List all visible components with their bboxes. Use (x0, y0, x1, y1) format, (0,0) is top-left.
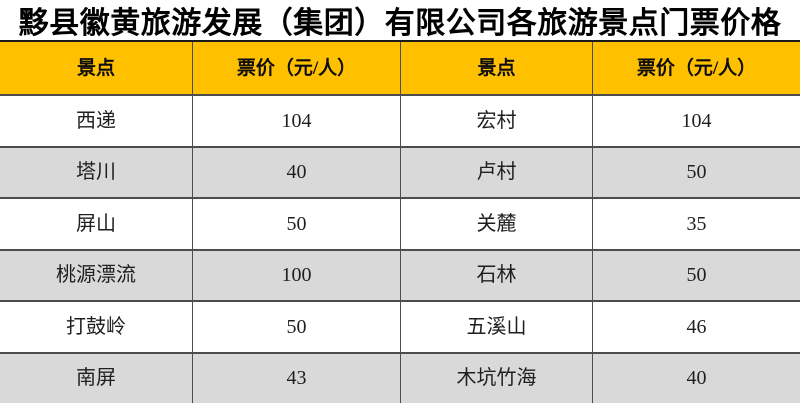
cell-spot: 木坑竹海 (400, 353, 592, 403)
cell-price: 35 (592, 199, 800, 249)
table-row: 屏山 50 关麓 35 (0, 197, 800, 249)
table-row: 南屏 43 木坑竹海 40 (0, 351, 800, 403)
cell-price: 43 (192, 353, 400, 403)
cell-price: 40 (192, 147, 400, 197)
cell-spot: 桃源漂流 (56, 264, 136, 287)
column-header-spot-left: 景点 (76, 57, 115, 79)
cell-price: 50 (192, 302, 400, 352)
cell-price: 50 (592, 250, 800, 300)
cell-spot: 卢村 (400, 147, 592, 197)
column-header-spot-right: 景点 (400, 42, 592, 94)
table-row: 桃源漂流 100 石林 50 (0, 248, 800, 300)
cell-price: 46 (592, 302, 800, 352)
cell-price: 40 (592, 353, 800, 403)
column-header-price-left: 票价（元/人） (192, 42, 400, 94)
table-row: 塔川 40 卢村 50 (0, 145, 800, 197)
cell-spot: 五溪山 (400, 302, 592, 352)
cell-price: 104 (592, 96, 800, 146)
cell-spot: 宏村 (400, 96, 592, 146)
cell-price: 50 (192, 199, 400, 249)
cell-spot: 屏山 (76, 212, 116, 235)
cell-spot: 南屏 (76, 367, 116, 390)
cell-price: 104 (192, 96, 400, 146)
price-table: 景点 票价（元/人） 景点 票价（元/人） 西递 104 宏村 104 塔川 4… (0, 40, 800, 403)
cell-price: 100 (192, 250, 400, 300)
cell-price: 50 (592, 147, 800, 197)
cell-spot: 塔川 (76, 161, 116, 184)
cell-spot: 西递 (76, 109, 116, 132)
table-row: 西递 104 宏村 104 (0, 94, 800, 146)
table-header-row: 景点 票价（元/人） 景点 票价（元/人） (0, 42, 800, 94)
cell-spot: 石林 (400, 250, 592, 300)
page-title: 黟县徽黄旅游发展（集团）有限公司各旅游景点门票价格 (18, 7, 782, 40)
table-row: 打鼓岭 50 五溪山 46 (0, 300, 800, 352)
cell-spot: 关麓 (400, 199, 592, 249)
cell-spot: 打鼓岭 (66, 315, 126, 338)
column-header-price-right: 票价（元/人） (592, 42, 800, 94)
